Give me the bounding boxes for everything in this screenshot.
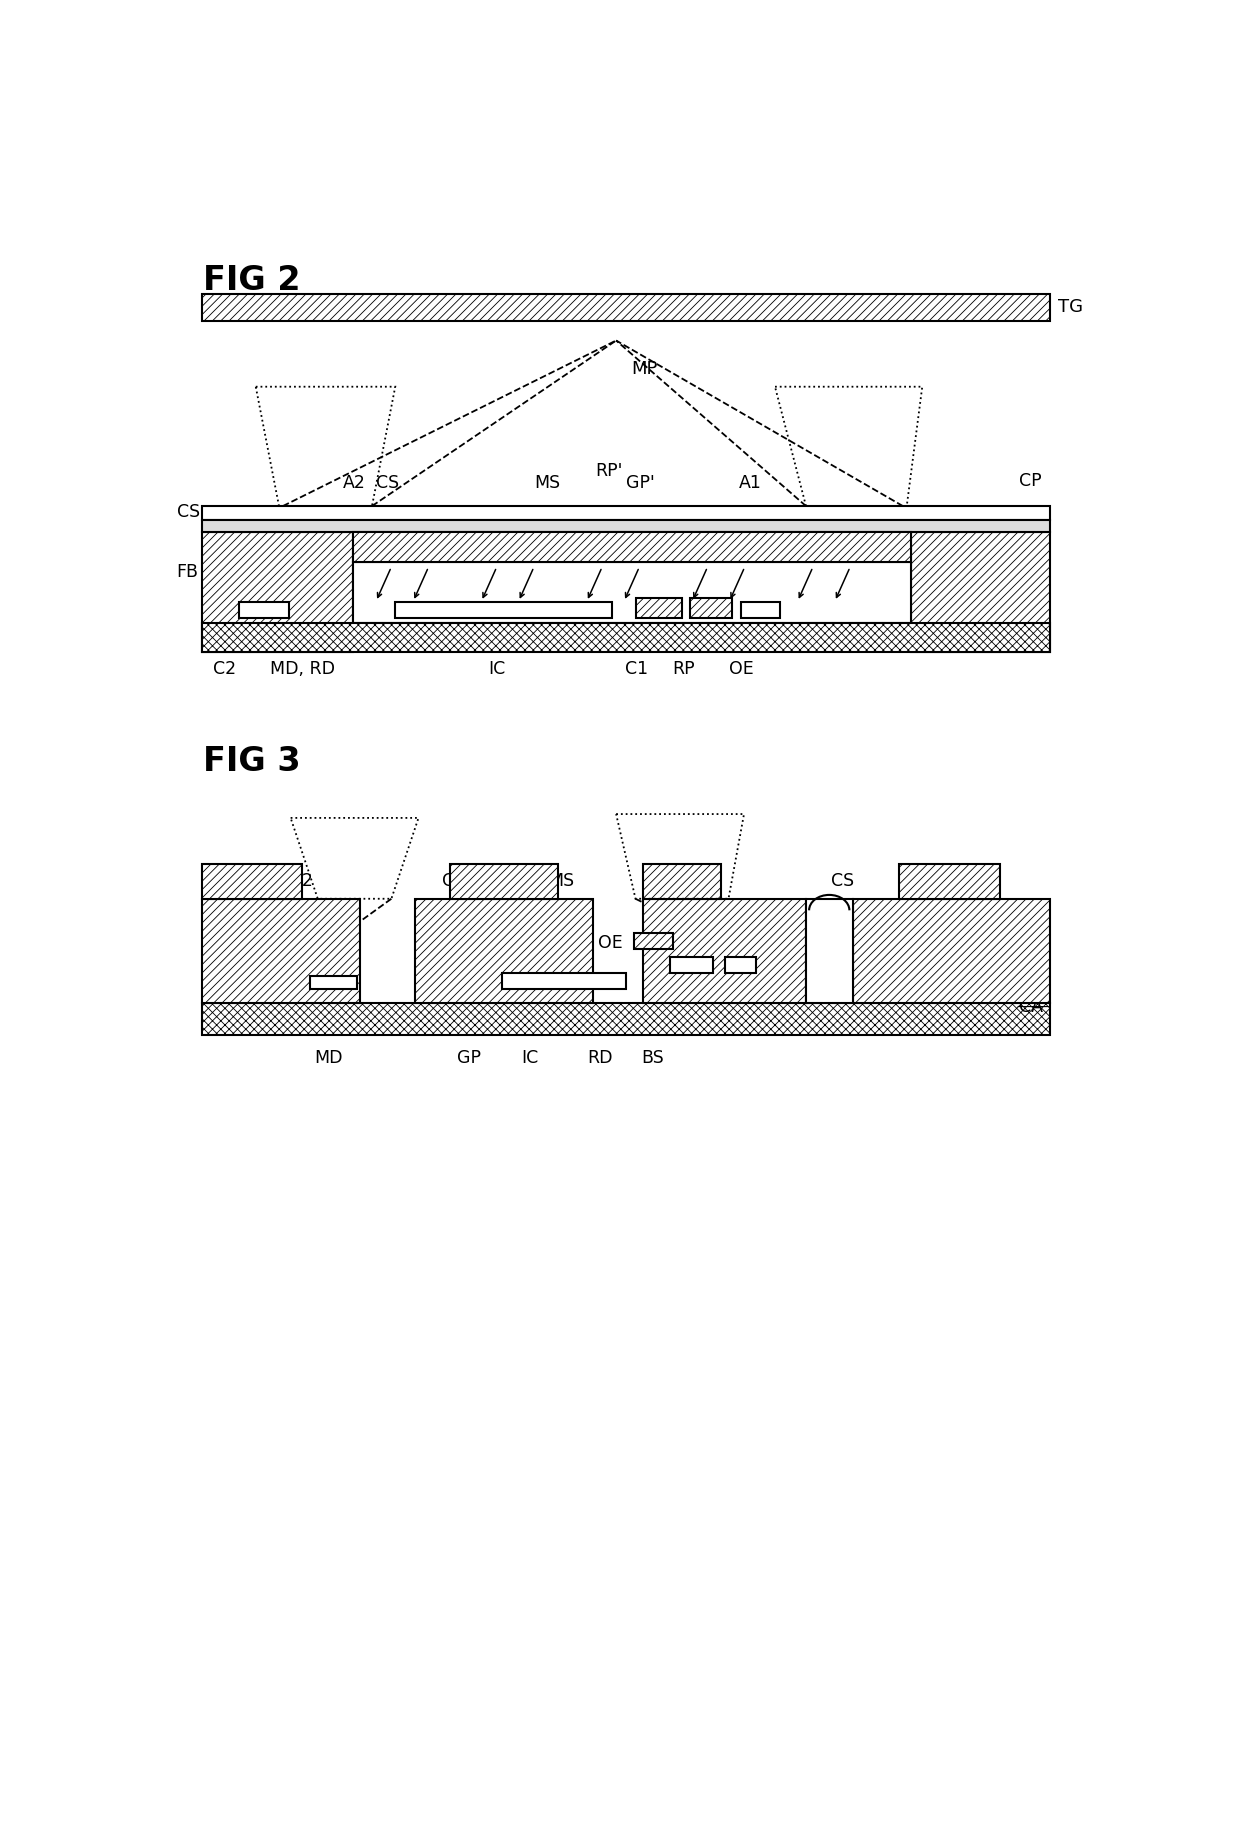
Text: FS: FS [658,916,680,933]
Bar [352,562,910,623]
Bar [899,864,999,899]
Bar [201,1003,1050,1036]
Text: C2: C2 [213,660,237,678]
Text: RP': RP' [595,463,622,481]
Bar [414,899,593,1003]
Text: MS: MS [534,474,560,492]
Text: C1: C1 [625,660,649,678]
Text: FB: FB [176,562,198,581]
Text: CS: CS [176,503,200,522]
Bar [201,295,1050,321]
Bar [352,533,910,562]
Text: CS: CS [441,872,465,890]
Bar [201,899,361,1003]
Text: CP: CP [1019,472,1042,490]
Bar [635,599,682,619]
Bar [910,533,1050,652]
Bar [671,957,713,973]
Text: IC: IC [489,660,506,678]
Text: OE: OE [598,934,622,953]
Bar [357,562,906,623]
Bar [634,933,672,949]
Bar [806,899,853,1003]
Text: A1: A1 [739,474,763,492]
Text: MS: MS [549,872,575,890]
Text: CA: CA [1019,997,1043,1015]
Text: GP: GP [458,1049,481,1067]
Bar [201,623,1050,652]
Text: A2: A2 [290,872,314,890]
Text: CS: CS [1019,516,1043,533]
Text: OE: OE [729,660,753,678]
Text: FIG 3: FIG 3 [203,745,300,778]
Bar [449,864,558,899]
Bar [644,899,806,1003]
Text: CS: CS [376,474,399,492]
Text: FB: FB [1019,929,1042,945]
Bar [201,520,1050,533]
Text: RP: RP [672,660,696,678]
Bar [853,899,1050,1003]
Text: FIG 2: FIG 2 [203,264,300,297]
Text: A2: A2 [342,474,366,492]
Bar [310,975,357,990]
Bar [396,601,613,619]
Bar [742,601,780,619]
Text: FB: FB [1019,562,1042,581]
Bar [724,957,755,973]
Text: IC: IC [521,1049,538,1067]
Bar [238,601,289,619]
Text: RD: RD [588,1049,613,1067]
Bar [201,864,303,899]
Text: FB: FB [242,872,264,890]
Text: CS: CS [203,872,226,890]
Text: CS: CS [831,872,854,890]
Text: MP: MP [631,359,658,378]
Text: A1: A1 [671,872,693,890]
Text: GP': GP' [626,474,655,492]
Bar [201,507,1050,520]
Bar [644,864,720,899]
Bar [689,599,733,619]
Text: BW: BW [1019,960,1048,979]
Bar [201,533,352,652]
Bar [502,973,626,990]
Text: BS: BS [642,1049,665,1067]
Text: MD, RD: MD, RD [270,660,335,678]
Text: TG: TG [1058,299,1083,317]
Text: CA: CA [1019,616,1043,634]
Text: MD: MD [314,1049,342,1067]
